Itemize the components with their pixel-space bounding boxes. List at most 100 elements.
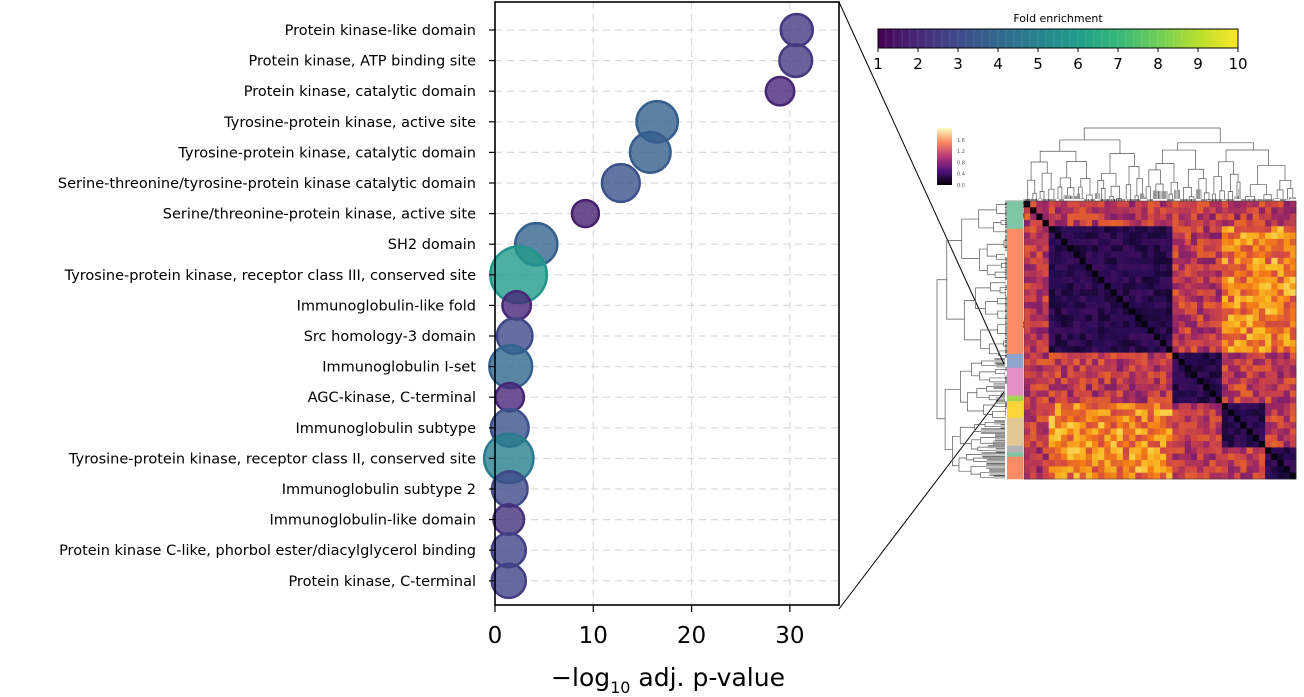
heatmap-cell xyxy=(1024,472,1031,480)
heatmap-cell xyxy=(1228,409,1235,417)
heatmap-cell xyxy=(1067,466,1074,474)
dendrogram-branch xyxy=(1155,183,1164,192)
dendrogram-branch xyxy=(980,472,994,478)
heatmap-cell xyxy=(1147,352,1155,360)
dendrogram-branch xyxy=(1000,220,1010,225)
heatmap-cell xyxy=(1079,289,1087,297)
heatmap-cell xyxy=(1098,276,1105,284)
heatmap-cell xyxy=(1110,466,1118,474)
dendrogram-branch xyxy=(1257,165,1286,185)
heatmap-cell xyxy=(1079,219,1087,227)
heatmap-cell xyxy=(1153,358,1161,366)
heatmap-cell xyxy=(1141,270,1149,278)
heatmap-cell xyxy=(1265,327,1272,335)
heatmap-cell xyxy=(1135,270,1142,278)
heatmap-cell xyxy=(1092,207,1099,215)
heatmap-cell xyxy=(1116,226,1124,233)
category-label: Serine/threonine-protein kinase, active … xyxy=(163,207,476,223)
heatmap-cell xyxy=(1153,472,1161,480)
heatmap-cell xyxy=(1104,428,1111,436)
heatmap-cell xyxy=(1234,226,1241,233)
heatmap-cell xyxy=(1024,201,1031,208)
heatmap-cell xyxy=(1042,207,1050,215)
heatmap-cell xyxy=(1184,302,1192,309)
heatmap-cell xyxy=(1283,346,1291,354)
heatmap-cell xyxy=(1092,390,1099,398)
heatmap-cell xyxy=(1122,308,1130,316)
heatmap-cell xyxy=(1221,396,1229,404)
heatmap-cell xyxy=(1252,390,1260,398)
heatmap-cell xyxy=(1184,270,1192,278)
heatmap-cell xyxy=(1258,302,1266,309)
heatmap-cell xyxy=(1092,270,1099,278)
heatmap-cell xyxy=(1252,257,1260,265)
heatmap-cell xyxy=(1048,358,1056,366)
heatmap-cell xyxy=(1061,390,1068,398)
heatmap-cell xyxy=(1116,327,1124,335)
heatmap-cell xyxy=(1061,232,1068,240)
heatmap-cell xyxy=(1166,333,1173,341)
heatmap-cell xyxy=(1283,264,1291,271)
heatmap-cell xyxy=(1289,415,1297,423)
heatmap-cell xyxy=(1221,333,1229,341)
heatmap-cell xyxy=(1215,251,1223,259)
heatmap-cell xyxy=(1234,289,1241,297)
heatmap-cell xyxy=(1209,441,1217,448)
heatmap-cell xyxy=(1184,453,1192,461)
heatmap-cell xyxy=(1129,434,1136,442)
heatmap-colorbar-gradient xyxy=(937,128,952,185)
heatmap-cell xyxy=(1172,270,1179,278)
heatmap-cell xyxy=(1215,453,1223,461)
heatmap-cell xyxy=(1036,245,1043,252)
heatmap-cell xyxy=(1271,219,1278,227)
heatmap-cell xyxy=(1147,308,1155,316)
heatmap-cell xyxy=(1289,447,1297,455)
heatmap-cell xyxy=(1153,270,1161,278)
heatmap-cell xyxy=(1024,460,1031,467)
heatmap-cell xyxy=(1271,213,1278,221)
heatmap-cell xyxy=(1178,346,1186,354)
heatmap-colorbar-tick-label: 0.4 xyxy=(957,172,965,178)
heatmap-cell xyxy=(1265,270,1272,278)
heatmap-cell xyxy=(1265,201,1272,208)
heatmap-cell xyxy=(1215,441,1223,448)
heatmap-cell xyxy=(1240,447,1247,455)
zoom-connector-top xyxy=(838,1,1005,365)
heatmap-cell xyxy=(1092,415,1099,423)
heatmap-cell xyxy=(1153,276,1161,284)
heatmap-cell xyxy=(1197,384,1204,391)
heatmap-cell xyxy=(1141,403,1149,410)
dendrogram-branch xyxy=(1101,172,1117,187)
heatmap-cell xyxy=(1098,434,1105,442)
heatmap-cell xyxy=(1160,358,1167,366)
heatmap-cell xyxy=(1036,264,1043,271)
heatmap-cell xyxy=(1030,403,1037,410)
heatmap-cell xyxy=(1246,308,1254,316)
heatmap-cell xyxy=(1172,340,1179,347)
heatmap-cell xyxy=(1252,346,1260,354)
heatmap-cell xyxy=(1042,213,1050,221)
heatmap-cell xyxy=(1265,314,1272,322)
heatmap-cell xyxy=(1061,308,1068,316)
heatmap-cell xyxy=(1073,447,1081,455)
heatmap-cell xyxy=(1184,251,1192,259)
heatmap-cell xyxy=(1036,358,1043,366)
heatmap-cell xyxy=(1258,390,1266,398)
heatmap-cell xyxy=(1265,422,1272,429)
heatmap-cell xyxy=(1246,213,1254,221)
heatmap-cell xyxy=(1061,340,1068,347)
heatmap-cell xyxy=(1061,377,1068,385)
dendrogram-branch xyxy=(977,446,996,452)
heatmap-cell xyxy=(1079,321,1087,328)
dendrogram-branch xyxy=(1057,186,1063,205)
heatmap-cell xyxy=(1289,428,1297,436)
dendrogram-branch xyxy=(994,271,1010,278)
heatmap-cell xyxy=(1085,340,1093,347)
heatmap-cell xyxy=(1265,340,1272,347)
heatmap-cell xyxy=(1240,283,1247,290)
heatmap-cell xyxy=(1098,207,1105,215)
heatmap-cell xyxy=(1098,453,1105,461)
heatmap-cell xyxy=(1197,219,1204,227)
heatmap-cell xyxy=(1067,447,1074,455)
heatmap-cell xyxy=(1289,251,1297,259)
